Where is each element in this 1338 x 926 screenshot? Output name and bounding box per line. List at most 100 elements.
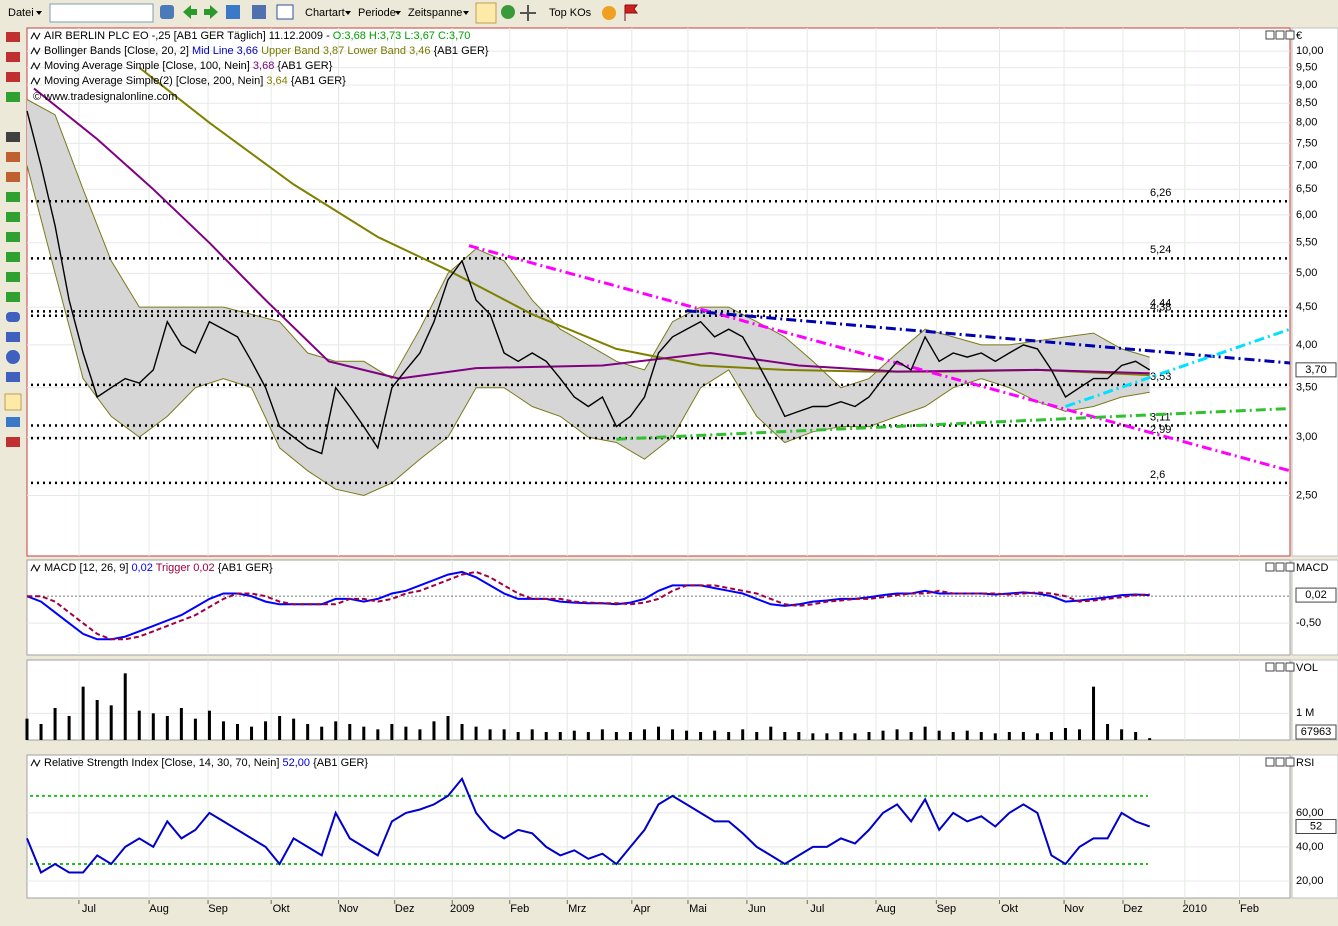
tool-icon[interactable] [6, 212, 20, 222]
level-label: 4,44 [1150, 297, 1171, 309]
dropdown-arrow [395, 11, 401, 15]
volume-bar [544, 732, 548, 740]
volume-bar [642, 729, 646, 740]
legend-segment: O:3,68 H:3,73 L:3,67 C:3,70 [333, 30, 471, 42]
volume-bar [586, 732, 590, 740]
legend-segment: {AB1 GER} [313, 757, 368, 769]
legend-segment: AIR BERLIN PLC EO -,25 [AB1 GER Täglich]… [44, 30, 333, 42]
table-button[interactable] [276, 4, 294, 20]
volume-bar [151, 713, 155, 740]
tool-icon[interactable] [6, 272, 20, 282]
tool-icon[interactable] [6, 312, 20, 322]
y-tick-label: 8,00 [1296, 117, 1317, 129]
volume-bar [951, 732, 955, 740]
volume-bar [825, 733, 829, 740]
panel-button[interactable] [1285, 662, 1295, 672]
crosshair-tool[interactable] [520, 5, 536, 21]
flag-button[interactable] [624, 4, 638, 21]
level-label: 5,24 [1150, 244, 1171, 256]
level-label: 4,38 [1150, 302, 1171, 314]
zoom-tool[interactable] [501, 5, 515, 19]
save-button[interactable] [252, 5, 266, 19]
volume-bar [923, 726, 927, 740]
volume-bar [881, 730, 885, 740]
tool-icon[interactable] [6, 92, 20, 102]
forward-button[interactable] [204, 5, 218, 19]
volume-bar [488, 729, 492, 740]
tool-icon[interactable] [6, 32, 20, 42]
x-tick-label: Jun [748, 903, 766, 915]
menu-period[interactable]: Periode [358, 7, 396, 19]
menu-charttype[interactable]: Chartart [305, 7, 345, 19]
tool-icon[interactable] [6, 72, 20, 82]
tool-icon[interactable] [6, 52, 20, 62]
refresh-button[interactable] [226, 5, 240, 19]
panel: 1 M VOL 67963 [25, 659, 1338, 741]
help-button[interactable] [602, 6, 616, 20]
axis-title: MACD [1296, 562, 1328, 574]
panel-button[interactable] [1265, 662, 1275, 672]
menu-file[interactable]: Datei [8, 7, 34, 19]
legend-icon [30, 76, 41, 86]
volume-bar [713, 730, 717, 740]
tool-icon[interactable] [6, 232, 20, 242]
panel-button[interactable] [1285, 757, 1295, 767]
current-value: 67963 [1301, 726, 1332, 738]
panel-button[interactable] [1275, 562, 1285, 572]
volume-bar [165, 716, 169, 740]
panel-button[interactable] [1265, 30, 1275, 40]
volume-bar [502, 729, 506, 740]
symbol-input[interactable] [49, 3, 154, 23]
panel-button[interactable] [1265, 562, 1275, 572]
panel-button[interactable] [1265, 757, 1275, 767]
panel-button[interactable] [1285, 562, 1295, 572]
x-tick-label: Dez [395, 903, 415, 915]
tool-icon[interactable] [4, 393, 22, 411]
x-tick-label: Okt [273, 903, 290, 915]
legend-segment: {AB1 GER} [291, 75, 346, 87]
upper-band [26, 99, 1150, 389]
tool-icon[interactable] [6, 417, 20, 427]
legend-text: Bollinger Bands [Close, 20, 2] Mid Line … [44, 45, 489, 57]
top-kos-button[interactable]: Top KOs [549, 7, 592, 19]
volume-bar [292, 718, 296, 740]
panel-button[interactable] [1285, 30, 1295, 40]
tool-icon[interactable] [6, 252, 20, 262]
volume-bar [460, 724, 464, 740]
indicator-line [27, 570, 1150, 641]
tool-icon[interactable] [6, 172, 20, 182]
volume-bar [965, 730, 969, 740]
tool-icon[interactable] [6, 372, 20, 382]
tool-icon[interactable] [6, 332, 20, 342]
pointer-tool[interactable] [475, 2, 497, 24]
volume-bar [404, 726, 408, 740]
panel-button[interactable] [1275, 30, 1285, 40]
volume-bar [320, 726, 324, 740]
legend-icon [30, 31, 41, 41]
legend-segment: {AB1 GER} [434, 45, 489, 57]
level-label: 6,26 [1150, 187, 1171, 199]
current-value: 3,70 [1305, 364, 1326, 376]
volume-bar [867, 732, 871, 740]
volume-bar [1078, 729, 1081, 740]
tool-icon[interactable] [6, 437, 20, 447]
legend-icon [30, 61, 41, 71]
volume-bar [39, 724, 43, 740]
back-button[interactable] [183, 5, 197, 19]
menu-timespan[interactable]: Zeitspanne [408, 7, 462, 19]
search-button[interactable] [160, 5, 174, 19]
x-tick-label: Feb [1240, 903, 1259, 915]
panel-button[interactable] [1275, 662, 1285, 672]
volume-bar [123, 673, 127, 740]
tool-icon[interactable] [6, 152, 20, 162]
tool-icon[interactable] [6, 192, 20, 202]
volume-bar [474, 726, 478, 740]
legend-segment: {AB1 GER} [277, 60, 332, 72]
tool-icon[interactable] [6, 292, 20, 302]
trend-line [616, 407, 1291, 441]
legend-icon [30, 758, 41, 768]
tool-icon[interactable] [6, 132, 20, 142]
tool-icon[interactable] [6, 350, 20, 364]
panel-button[interactable] [1275, 757, 1285, 767]
volume-bar [193, 718, 197, 740]
